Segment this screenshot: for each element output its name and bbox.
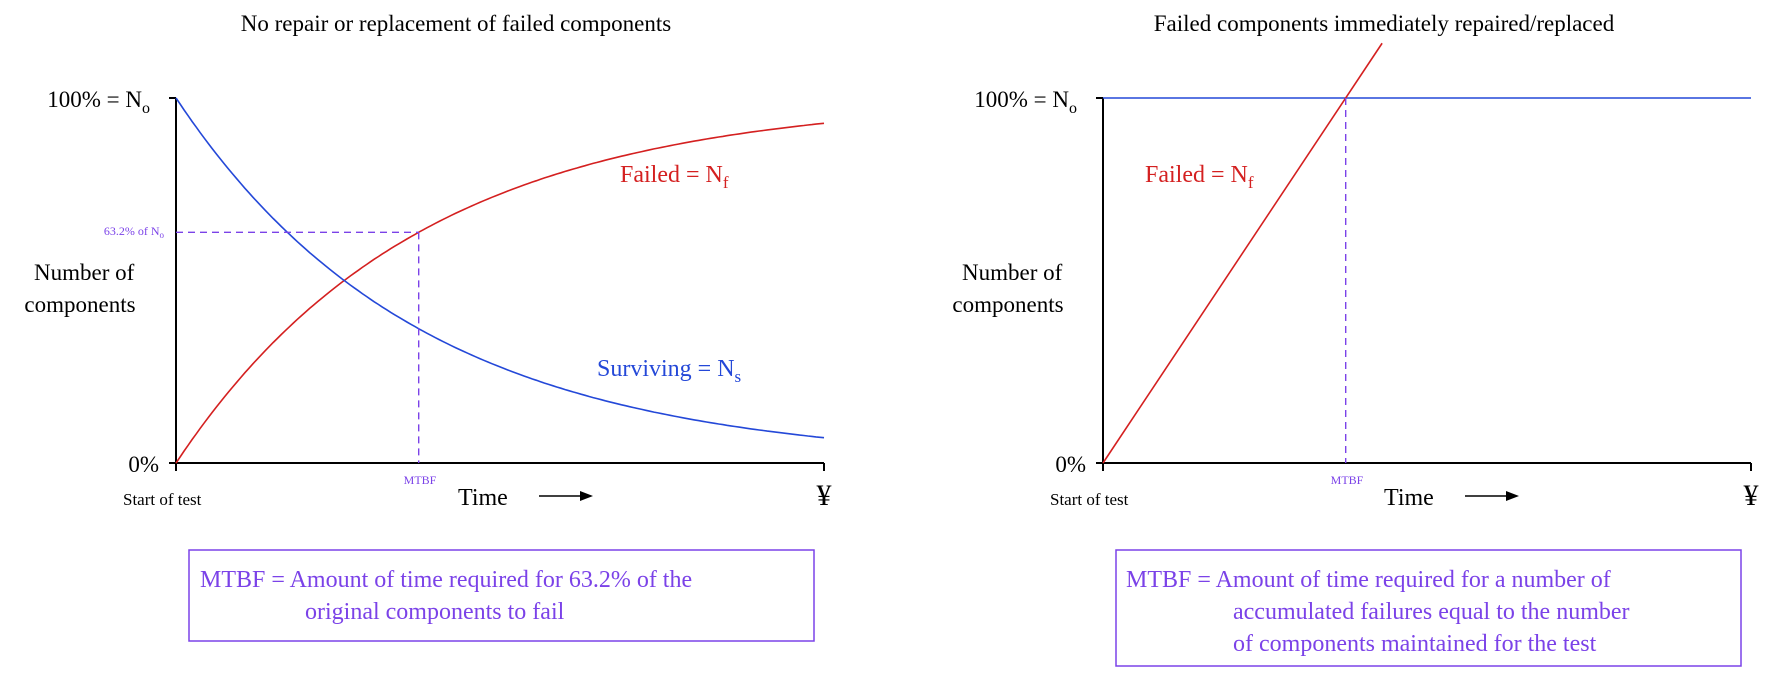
right-x-arrow-icon bbox=[1465, 491, 1519, 501]
right-failed-line bbox=[1102, 42, 1383, 464]
left-definition-line2: original components to fail bbox=[305, 599, 565, 625]
right-failed-label-main: Failed = N bbox=[1145, 162, 1248, 188]
left-chart-title: No repair or replacement of failed compo… bbox=[241, 11, 671, 36]
left-632-label: 63.2% of No bbox=[104, 224, 165, 240]
left-definition-box: MTBF = Amount of time required for 63.2%… bbox=[188, 549, 815, 642]
left-632-label-sub: o bbox=[160, 230, 165, 240]
left-x-arrow-icon bbox=[539, 491, 593, 501]
right-y-top-label: 100% = No bbox=[974, 87, 1077, 117]
left-x-end-label: ¥ bbox=[817, 479, 832, 512]
right-x-axis-label: Time bbox=[1384, 485, 1434, 511]
left-failed-label: Failed = Nf bbox=[620, 162, 729, 192]
right-definition-line2: accumulated failures equal to the number bbox=[1233, 599, 1630, 625]
right-definition-line1: MTBF = Amount of time required for a num… bbox=[1126, 567, 1611, 593]
left-y-bottom-label: 0% bbox=[128, 452, 159, 477]
right-failed-label-sub: f bbox=[1248, 173, 1254, 192]
left-failed-label-sub: f bbox=[723, 173, 729, 192]
left-y-top-label-sub: o bbox=[142, 100, 150, 117]
right-y-bottom-label: 0% bbox=[1055, 452, 1086, 477]
right-y-axis-label-line2: components bbox=[952, 292, 1063, 317]
left-surviving-curve bbox=[175, 97, 825, 439]
right-definition-text: MTBF = Amount of time required for a num… bbox=[1126, 567, 1636, 657]
right-start-label: Start of test bbox=[1050, 490, 1129, 509]
right-definition-box: MTBF = Amount of time required for a num… bbox=[1115, 549, 1742, 667]
left-y-top-label-main: 100% = N bbox=[47, 87, 142, 112]
left-mtbf-tick-label: MTBF bbox=[404, 473, 437, 487]
right-failed-label: Failed = Nf bbox=[1145, 162, 1254, 192]
right-definition-line3: of components maintained for the test bbox=[1233, 631, 1597, 657]
left-y-axis-label-line1: Number of bbox=[34, 260, 135, 285]
left-y-top-label: 100% = No bbox=[47, 87, 150, 117]
left-y-axis-label: Number of components bbox=[24, 260, 140, 317]
left-failed-curve bbox=[175, 122, 825, 464]
right-y-axis-label-line1: Number of bbox=[962, 260, 1063, 285]
right-y-top-label-main: 100% = N bbox=[974, 87, 1069, 112]
left-chart: No repair or replacement of failed compo… bbox=[24, 11, 832, 642]
right-chart: Failed components immediately repaired/r… bbox=[952, 11, 1759, 667]
left-failed-label-main: Failed = N bbox=[620, 162, 723, 188]
left-definition-line1: MTBF = Amount of time required for 63.2%… bbox=[200, 567, 692, 593]
right-x-end-label: ¥ bbox=[1744, 479, 1759, 512]
left-surviving-label-main: Surviving = N bbox=[597, 356, 735, 382]
left-x-axis-label: Time bbox=[458, 485, 508, 511]
left-632-label-main: 63.2% of N bbox=[104, 224, 160, 238]
left-definition-text: MTBF = Amount of time required for 63.2%… bbox=[200, 567, 698, 625]
left-plot-area bbox=[169, 97, 825, 471]
left-surviving-label: Surviving = Ns bbox=[597, 356, 741, 386]
right-mtbf-tick-label: MTBF bbox=[1331, 473, 1364, 487]
right-plot-area bbox=[1096, 42, 1752, 471]
right-chart-title: Failed components immediately repaired/r… bbox=[1154, 11, 1615, 36]
left-y-axis-label-line2: components bbox=[24, 292, 135, 317]
left-surviving-label-sub: s bbox=[735, 367, 742, 386]
left-start-label: Start of test bbox=[123, 490, 202, 509]
right-y-axis-label: Number of components bbox=[952, 260, 1068, 317]
right-y-top-label-sub: o bbox=[1069, 100, 1077, 117]
